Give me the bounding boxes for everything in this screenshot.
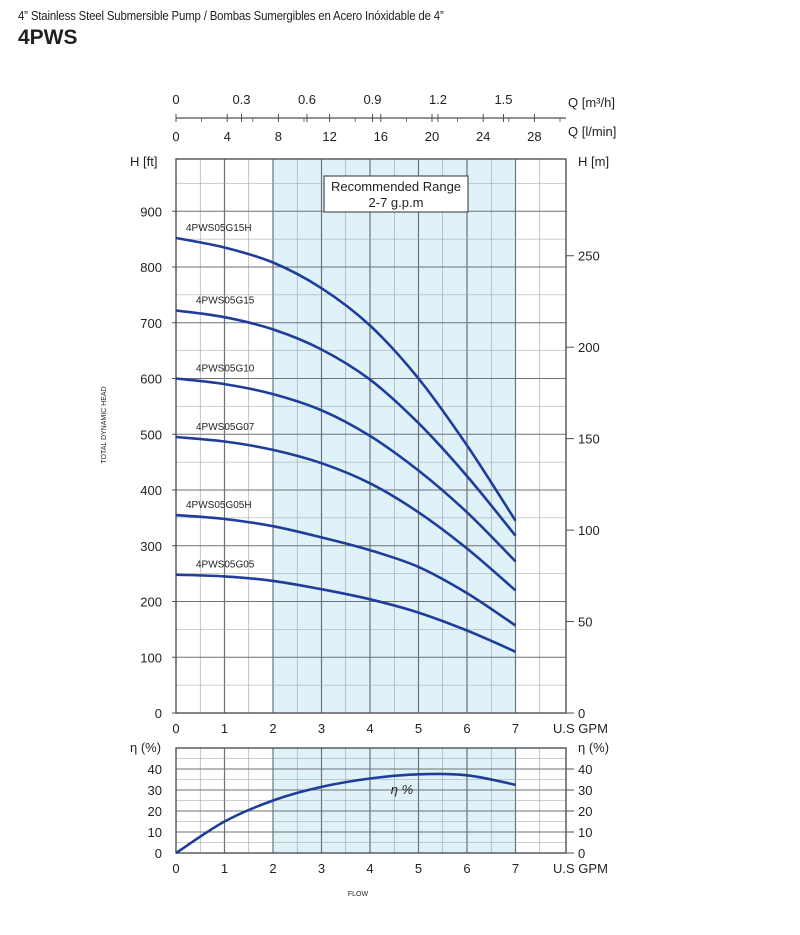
y-axis-left-label: 0 (155, 706, 162, 721)
eff-y-axis-left-label: 0 (155, 846, 162, 861)
efficiency-curve (175, 772, 516, 855)
eff-y-axis-left-label: 40 (148, 762, 162, 777)
series-label: 4PWS05G07 (196, 422, 255, 433)
head-curve-4PWS05G05H (175, 513, 517, 627)
plot-frame (175, 158, 567, 714)
y-axis-left-label: 100 (140, 650, 162, 665)
y-axis-left-label: 300 (140, 539, 162, 554)
plot-frame (175, 747, 567, 854)
top-axis-lmin-label: 28 (527, 129, 541, 144)
top-axis-lmin-label: 12 (322, 129, 336, 144)
y-axis-right-label: 250 (578, 249, 600, 264)
y-axis-left-label: 700 (140, 316, 162, 331)
page-title: 4PWS (18, 26, 78, 49)
eff-y-axis-left-label: 10 (148, 825, 162, 840)
top-axis-m3h-title: Q [m³/h] (568, 95, 615, 110)
top-axis-lmin-label: 24 (476, 129, 490, 144)
series-label: 4PWS05G05 (196, 560, 255, 571)
top-axis-m3h-label: 1.5 (494, 92, 512, 107)
y-axis-right-label: 100 (578, 523, 600, 538)
y-axis-left-label: 200 (140, 595, 162, 610)
y-axis-right-label: 0 (578, 706, 585, 721)
top-axis-lmin-label: 16 (374, 129, 388, 144)
eff-y-axis-right-label: 30 (578, 783, 592, 798)
eff-x-axis-label: 3 (318, 861, 325, 876)
series-label: 4PWS05G15 (196, 295, 255, 306)
eff-y-axis-right-label: 10 (578, 825, 592, 840)
y-axis-left-label: 500 (140, 427, 162, 442)
recommended-range-box (323, 175, 469, 213)
eff-x-axis-label: 6 (463, 861, 470, 876)
top-axis-m3h-label: 0.3 (232, 92, 250, 107)
head-curve-4PWS05G07 (175, 435, 517, 592)
y-axis-left-label: 800 (140, 260, 162, 275)
top-axis-m3h-label: 0.6 (298, 92, 316, 107)
x-axis-label: 5 (415, 721, 422, 736)
top-axis-lmin-label: 0 (172, 129, 179, 144)
y-axis-right-title: H [m] (578, 154, 609, 169)
head-curve-4PWS05G10 (175, 377, 517, 563)
top-axis-m3h-label: 0.9 (363, 92, 381, 107)
series-label: 4PWS05G15H (186, 223, 252, 234)
eff-x-axis-label: 4 (366, 861, 373, 876)
recommended-range-label: Recommended Range (331, 179, 461, 194)
top-axis-lmin-label: 8 (275, 129, 282, 144)
top-axis-m3h-label: 0 (172, 92, 179, 107)
head-curve-4PWS05G15 (175, 309, 517, 537)
top-axis-lmin-title: Q [l/min] (568, 124, 616, 139)
eff-y-axis-right-label: 0 (578, 846, 585, 861)
top-axis-lmin-label: 20 (425, 129, 439, 144)
x-axis-label: 6 (463, 721, 470, 736)
eff-y-axis-right-label: 40 (578, 762, 592, 777)
x-axis-label: 4 (366, 721, 373, 736)
y-axis-left-label: 900 (140, 204, 162, 219)
eff-y-axis-left-title: η (%) (130, 740, 161, 755)
eff-x-axis-label: 0 (172, 861, 179, 876)
eff-x-axis-label: 2 (269, 861, 276, 876)
series-label: 4PWS05G05H (186, 500, 252, 511)
x-axis-label: 0 (172, 721, 179, 736)
y-axis-vertical-title: TOTAL DYNAMIC HEAD (101, 386, 108, 463)
eff-x-axis-title: U.S GPM (553, 861, 608, 876)
head-curve-4PWS05G15H (175, 236, 517, 522)
y-axis-right-label: 200 (578, 340, 600, 355)
eff-y-axis-right-label: 20 (578, 804, 592, 819)
y-axis-left-label: 600 (140, 372, 162, 387)
y-axis-left-title: H [ft] (130, 154, 157, 169)
series-label: 4PWS05G10 (196, 364, 255, 375)
recommended-range-sub: 2-7 g.p.m (369, 195, 424, 210)
x-axis-label: 2 (269, 721, 276, 736)
head-grid (175, 158, 567, 714)
x-axis-flow-title: FLOW (348, 891, 369, 898)
top-axis-lmin-label: 4 (224, 129, 231, 144)
eff-y-axis-left-label: 30 (148, 783, 162, 798)
eff-x-axis-label: 1 (221, 861, 228, 876)
eff-y-axis-right-title: η (%) (578, 740, 609, 755)
page-subtitle: 4” Stainless Steel Submersible Pump / Bo… (18, 8, 444, 23)
head-curve-4PWS05G05 (175, 573, 517, 653)
x-axis-label: 3 (318, 721, 325, 736)
y-axis-left-label: 400 (140, 483, 162, 498)
eff-x-axis-label: 5 (415, 861, 422, 876)
y-axis-right-label: 50 (578, 615, 592, 630)
y-axis-right-label: 150 (578, 432, 600, 447)
x-axis-title: U.S GPM (553, 721, 608, 736)
eff-x-axis-label: 7 (512, 861, 519, 876)
efficiency-curve-label: η % (391, 782, 413, 797)
x-axis-label: 7 (512, 721, 519, 736)
x-axis-label: 1 (221, 721, 228, 736)
eff-y-axis-left-label: 20 (148, 804, 162, 819)
top-axis-m3h-label: 1.2 (429, 92, 447, 107)
